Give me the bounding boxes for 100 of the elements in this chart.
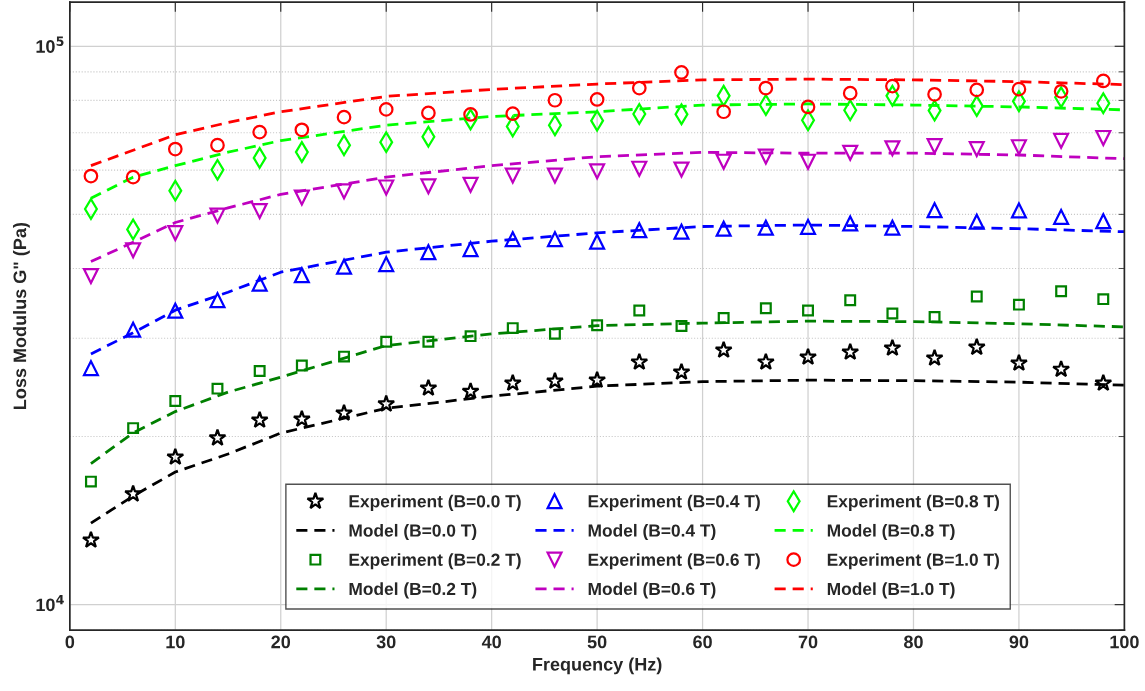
point [1012,298,1025,311]
point [334,403,354,421]
point [589,233,606,250]
x-tick-label: 100 [1110,635,1139,649]
point [251,202,268,220]
point [1095,73,1111,89]
point [1009,353,1028,372]
y-tick-label: 10$^{4}$ [36,594,64,612]
point [631,160,648,177]
legend-label: Model (B=0.8 T) [827,523,955,541]
point [546,167,563,184]
x-tick-label: 50 [587,635,607,649]
point [842,85,858,101]
point [209,207,226,224]
point [125,321,142,338]
x-tick-label: 90 [1009,635,1029,649]
point [506,322,519,335]
point [464,330,477,343]
point [1095,213,1112,230]
point [336,109,352,125]
point [293,267,310,284]
point [759,302,772,315]
point [125,169,141,185]
point [1052,359,1071,378]
point [758,80,774,96]
point [84,475,97,488]
y-axis-title: Loss Modulus G" (Pa) [12,222,30,409]
point [967,337,986,356]
point [210,137,225,153]
point [420,178,437,195]
point [167,225,184,242]
point [1010,139,1027,156]
point [83,168,99,184]
point [631,80,647,96]
x-tick-label: 30 [376,635,396,649]
point [462,176,479,193]
point [463,107,478,122]
point [461,381,480,400]
point [589,92,605,107]
point [294,122,310,138]
point [842,215,859,232]
point [422,335,435,348]
point [505,106,521,122]
point [926,202,943,219]
point [588,370,607,389]
point [715,220,732,237]
point [504,167,521,184]
point [1097,293,1110,306]
point [335,183,353,200]
point [969,82,985,98]
point [169,395,182,408]
point [672,362,691,380]
point [167,302,184,319]
point [421,105,436,121]
point [630,352,649,370]
legend-label: Model (B=1.0 T) [827,582,955,599]
point [841,342,860,361]
point [716,104,732,120]
point [717,311,730,324]
point [757,148,774,165]
point [380,335,393,348]
point [800,99,816,115]
point [377,394,396,412]
point [925,348,944,367]
point [545,371,564,390]
x-tick-label: 80 [904,635,923,649]
legend-label: Experiment (B=0.6 T) [588,553,760,570]
point [591,319,604,332]
point [251,275,268,292]
point [886,307,899,320]
point [757,219,774,236]
point [633,304,646,317]
point [546,231,563,248]
point [1055,285,1068,298]
legend-label: Model (B=0.2 T) [349,582,477,599]
point [378,179,395,196]
point [547,92,563,108]
point [928,311,941,324]
point [250,410,269,429]
point [673,223,690,240]
point [968,141,985,158]
point [842,144,859,161]
point [798,347,818,365]
point [127,422,140,435]
legend-label: Model (B=0.4 T) [588,523,716,541]
point [167,141,183,157]
point [885,78,900,94]
point [292,409,311,427]
legend-label: Model (B=0.6 T) [588,582,716,599]
point [1094,373,1113,392]
point [548,327,561,340]
point [338,350,350,363]
point [1010,202,1027,219]
point [714,340,733,359]
point [631,222,648,239]
point [589,163,606,180]
point [462,241,479,258]
point [82,267,99,285]
point [673,161,690,178]
y-tick-label: 10$^{5}$ [36,36,64,53]
